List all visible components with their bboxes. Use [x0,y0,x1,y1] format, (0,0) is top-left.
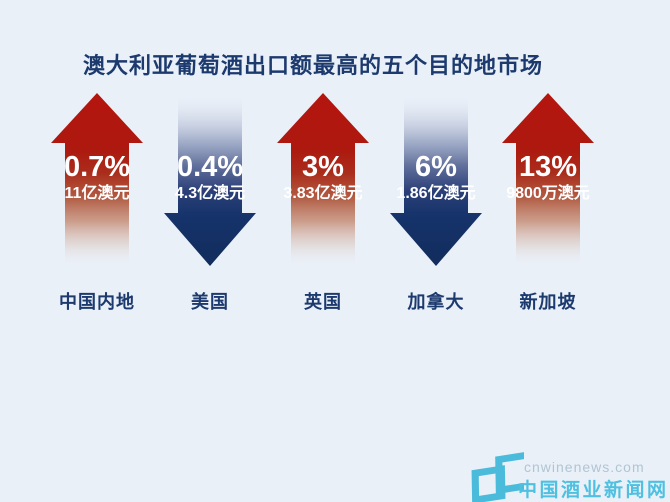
market-label: 中国内地 [59,292,135,312]
market-column-canada: 6% 1.86亿澳元 加拿大 [380,88,492,328]
watermark-site-name: 中国酒业新闻网 [518,480,669,501]
change-percent: 0.7% [63,151,131,183]
change-percent: 0.4% [176,151,244,183]
market-column-china-mainland: 0.7% 11亿澳元 中国内地 [41,88,153,328]
down-arrow-icon [390,98,482,266]
market-label: 英国 [304,292,342,312]
export-value: 3.83亿澳元 [283,185,363,202]
up-arrow-icon [502,93,594,267]
change-percent: 13% [518,151,578,183]
export-value: 1.86亿澳元 [396,185,476,202]
market-column-uk: 3% 3.83亿澳元 英国 [267,88,379,328]
chart-title: 澳大利亚葡萄酒出口额最高的五个目的地市场 [82,53,543,78]
up-arrow-icon [51,93,143,267]
watermark-domain: cnwinenews.com [524,459,645,475]
cnwinenews-logo-icon [471,452,524,502]
change-percent: 3% [302,151,344,183]
market-label: 加拿大 [407,292,465,312]
market-label: 新加坡 [519,292,577,312]
market-column-usa: 0.4% 4.3亿澳元 美国 [154,88,266,328]
market-label: 美国 [191,292,229,312]
market-column-singapore: 13% 9800万澳元 新加坡 [492,88,604,328]
export-value: 11亿澳元 [64,185,130,202]
export-value: 9800万澳元 [506,185,590,202]
down-arrow-icon [164,98,256,266]
export-value: 4.3亿澳元 [174,185,246,202]
up-arrow-icon [277,93,369,267]
change-percent: 6% [415,151,457,183]
